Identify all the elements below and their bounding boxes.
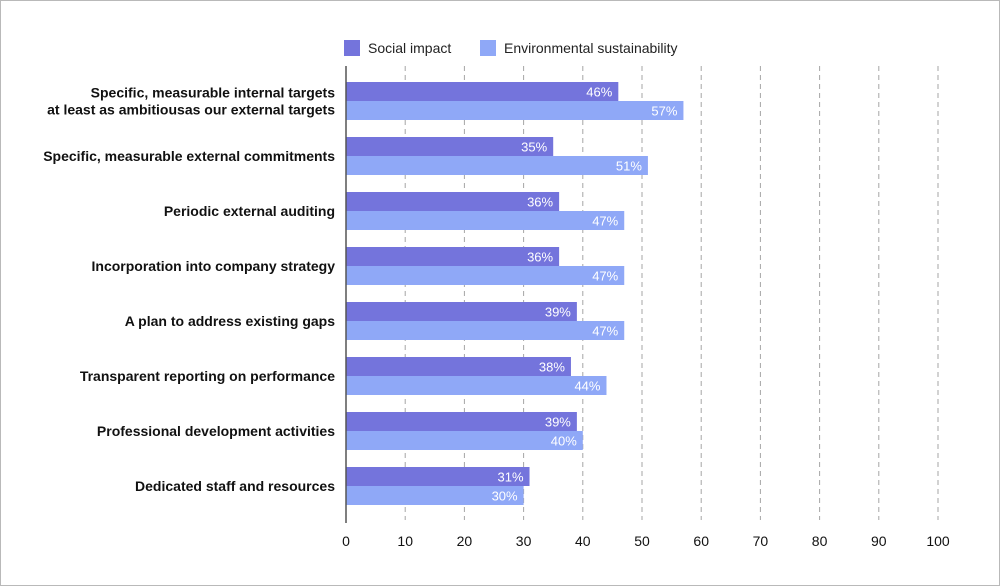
x-tick-label: 70 (753, 533, 769, 549)
x-tick-label: 50 (634, 533, 650, 549)
bar-environmental-sustainability (346, 156, 648, 175)
bar-social-impact (346, 357, 571, 376)
data-label: 35% (521, 140, 547, 155)
category-label: Dedicated staff and resources (135, 478, 335, 494)
bar-environmental-sustainability (346, 376, 607, 395)
data-label: 38% (539, 360, 565, 375)
legend-swatch (480, 40, 496, 56)
x-tick-label: 40 (575, 533, 591, 549)
bar-environmental-sustainability (346, 486, 524, 505)
legend-swatch (344, 40, 360, 56)
category-label: Specific, measurable external commitment… (43, 148, 335, 164)
x-tick-label: 60 (693, 533, 709, 549)
bar-social-impact (346, 467, 530, 486)
legend-label: Social impact (368, 40, 451, 56)
data-label: 39% (545, 305, 571, 320)
data-label: 44% (574, 379, 600, 394)
data-label: 36% (527, 250, 553, 265)
category-label: Transparent reporting on performance (80, 368, 335, 384)
bar-environmental-sustainability (346, 266, 625, 285)
category-label: Periodic external auditing (164, 203, 335, 219)
bar-social-impact (346, 302, 577, 321)
bar-environmental-sustainability (346, 211, 625, 230)
gridlines (404, 66, 939, 520)
data-label: 31% (497, 470, 523, 485)
x-tick-label: 80 (812, 533, 828, 549)
bar-environmental-sustainability (346, 431, 583, 450)
bar-social-impact (346, 137, 554, 156)
legend: Social impact Environmental sustainabilit… (344, 40, 678, 56)
data-label: 39% (545, 415, 571, 430)
data-label: 57% (651, 104, 677, 119)
bar-environmental-sustainability (346, 321, 625, 340)
data-label: 47% (592, 269, 618, 284)
axis: 0 10 20 30 40 50 60 70 80 90 100 Specific, measurab… (43, 66, 950, 549)
x-tick-label: 30 (516, 533, 532, 549)
bar-environmental-sustainability (346, 101, 684, 120)
bar-social-impact (346, 247, 560, 266)
x-tick-label: 10 (397, 533, 413, 549)
x-tick-label: 90 (871, 533, 887, 549)
x-tick-label: 100 (926, 533, 950, 549)
x-tick-label: 20 (457, 533, 473, 549)
bar-social-impact (346, 82, 619, 101)
legend-label: Environmental sustainability (504, 40, 678, 56)
data-label: 47% (592, 324, 618, 339)
bar-social-impact (346, 412, 577, 431)
category-label: Professional development activities (97, 423, 335, 439)
data-label: 51% (616, 159, 642, 174)
category-label: Incorporation into company strategy (92, 258, 336, 274)
data-label: 36% (527, 195, 553, 210)
x-tick-label: 0 (342, 533, 350, 549)
bar-social-impact (346, 192, 560, 211)
data-label: 47% (592, 214, 618, 229)
data-label: 30% (492, 489, 518, 504)
category-label: Specific, measurable internal targets at … (47, 85, 335, 118)
bars: 46% 57% 35% 51% 36% 47% 36% 47% 39% 47% 38% 44% 39% 4… (346, 82, 684, 505)
data-label: 40% (551, 434, 577, 449)
category-label: A plan to address existing gaps (125, 313, 336, 329)
data-label: 46% (586, 85, 612, 100)
